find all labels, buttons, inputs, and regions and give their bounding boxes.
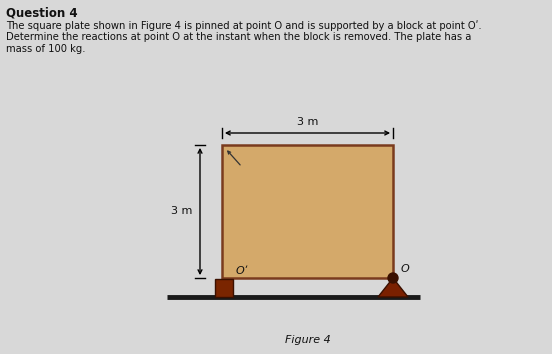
Text: The square plate shown in Figure 4 is pinned at point O and is supported by a bl: The square plate shown in Figure 4 is pi… [6,20,482,31]
Text: 3 m: 3 m [171,206,192,217]
Text: O: O [401,264,410,274]
Text: mass of 100 kg.: mass of 100 kg. [6,44,86,54]
Text: Question 4: Question 4 [6,6,78,19]
Circle shape [388,273,398,283]
Text: Determine the reactions at point O at the instant when the block is removed. The: Determine the reactions at point O at th… [6,32,471,42]
Text: 3 m: 3 m [297,117,318,127]
Bar [222,145,393,278]
Bar [215,279,233,297]
Text: Oʹ: Oʹ [236,266,248,276]
Text: Figure 4: Figure 4 [285,335,331,345]
Polygon shape [378,278,408,297]
